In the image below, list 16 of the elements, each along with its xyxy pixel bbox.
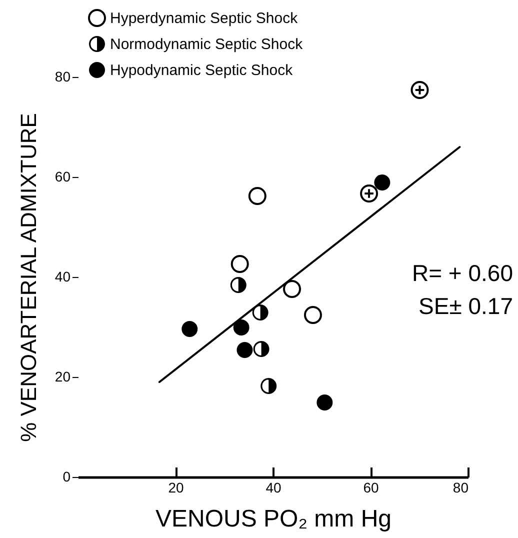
y-tick-label: 40 bbox=[54, 268, 71, 284]
annotation: R= + 0.60 bbox=[412, 260, 513, 286]
annotation: SE± 0.17 bbox=[418, 293, 513, 319]
y-tick-label: 80 bbox=[54, 68, 71, 84]
legend-label: Normodynamic Septic Shock bbox=[110, 36, 304, 53]
y-tick-label: 60 bbox=[54, 168, 71, 184]
x-tick-label: 60 bbox=[363, 480, 379, 496]
x-tick-label: 20 bbox=[168, 480, 184, 496]
y-tick-label: 0 bbox=[62, 468, 71, 484]
y-axis-title: % VENOARTERIAL ADMIXTURE bbox=[16, 113, 41, 442]
x-tick-label: 80 bbox=[452, 480, 469, 496]
legend-label: Hypodynamic Septic Shock bbox=[110, 62, 294, 79]
y-tick-label: 20 bbox=[54, 368, 71, 384]
x-axis-title: VENOUS PO₂ mm Hg bbox=[155, 506, 392, 532]
legend-label: Hyperdynamic Septic Shock bbox=[110, 10, 298, 27]
x-tick-label: 40 bbox=[266, 480, 282, 496]
